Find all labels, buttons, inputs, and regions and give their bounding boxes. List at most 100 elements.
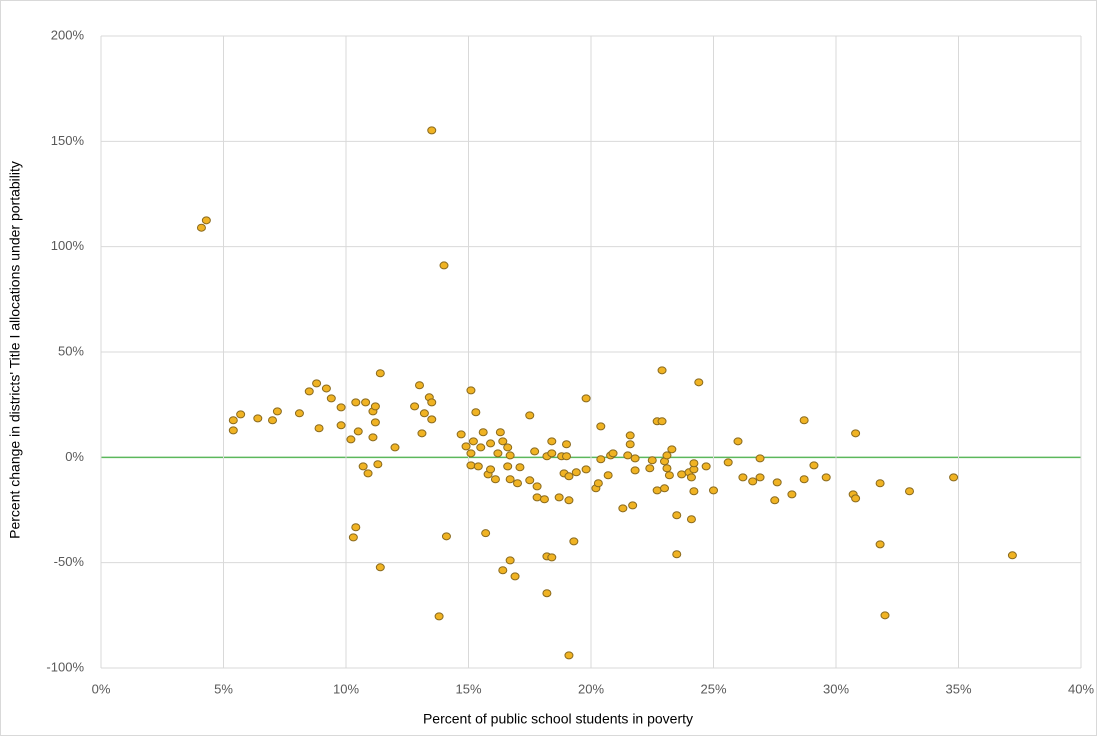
point — [949, 473, 959, 482]
point — [539, 495, 549, 504]
point — [662, 464, 672, 473]
point — [434, 612, 444, 621]
point — [821, 473, 831, 482]
point — [532, 493, 542, 502]
y-tick-label: 200% — [51, 27, 85, 42]
point — [375, 369, 385, 378]
point — [1007, 551, 1017, 560]
point — [667, 445, 677, 454]
point — [851, 429, 861, 438]
x-tick-label: 10% — [333, 681, 359, 696]
point — [368, 433, 378, 442]
point — [361, 398, 371, 407]
point — [468, 437, 478, 446]
point — [880, 611, 890, 620]
point — [581, 394, 591, 403]
point — [346, 435, 356, 444]
point — [547, 553, 557, 562]
point — [530, 447, 540, 456]
point — [466, 386, 476, 395]
point — [652, 486, 662, 495]
y-tick-label: -50% — [54, 554, 85, 569]
point — [564, 496, 574, 505]
point — [564, 651, 574, 660]
point — [772, 478, 782, 487]
point — [755, 454, 765, 463]
y-tick-label: 50% — [58, 343, 84, 358]
point — [427, 415, 437, 424]
point — [630, 454, 640, 463]
point — [569, 537, 579, 546]
point — [471, 408, 481, 417]
point — [770, 496, 780, 505]
point — [351, 523, 361, 532]
point — [596, 455, 606, 464]
point — [228, 416, 238, 425]
point — [375, 563, 385, 572]
point — [417, 429, 427, 438]
point — [473, 462, 483, 471]
point — [478, 428, 488, 437]
point — [476, 443, 486, 452]
point — [495, 428, 505, 437]
point — [647, 456, 657, 465]
point — [593, 479, 603, 488]
point — [498, 566, 508, 575]
point — [542, 589, 552, 598]
point — [236, 410, 246, 419]
y-tick-label: 0% — [65, 449, 84, 464]
point — [304, 387, 314, 396]
point — [554, 493, 564, 502]
point — [630, 466, 640, 475]
point — [410, 402, 420, 411]
point — [312, 379, 322, 388]
point — [689, 459, 699, 468]
point — [672, 550, 682, 559]
point — [363, 469, 373, 478]
point — [498, 437, 508, 446]
point — [645, 464, 655, 473]
point — [336, 421, 346, 430]
y-tick-label: -100% — [46, 659, 84, 674]
point — [672, 511, 682, 520]
point — [657, 366, 667, 375]
point — [513, 479, 522, 488]
point — [505, 451, 515, 460]
point — [664, 471, 674, 480]
point — [603, 471, 613, 480]
point — [625, 440, 635, 449]
point — [799, 475, 809, 484]
point — [562, 440, 571, 449]
point — [456, 430, 466, 439]
point — [461, 442, 471, 451]
point — [875, 540, 885, 549]
point — [314, 424, 324, 433]
point — [694, 378, 704, 387]
point — [618, 504, 628, 513]
point — [415, 381, 424, 390]
y-tick-label: 100% — [51, 238, 85, 253]
point — [623, 451, 633, 460]
point — [787, 490, 797, 499]
point — [439, 261, 449, 270]
point — [427, 126, 437, 135]
point — [196, 223, 206, 232]
point — [547, 437, 557, 446]
point — [351, 398, 361, 407]
point — [571, 468, 581, 477]
point — [686, 515, 696, 524]
point — [390, 443, 400, 452]
y-axis-title: Percent change in districts' Title I all… — [7, 161, 23, 539]
point — [562, 452, 571, 461]
point — [486, 465, 496, 474]
x-tick-label: 25% — [700, 681, 726, 696]
point — [625, 431, 635, 440]
point — [755, 473, 765, 482]
x-axis-title: Percent of public school students in pov… — [423, 711, 693, 727]
point — [581, 465, 591, 474]
point — [662, 451, 672, 460]
x-tick-label: 15% — [455, 681, 481, 696]
point — [321, 384, 331, 393]
